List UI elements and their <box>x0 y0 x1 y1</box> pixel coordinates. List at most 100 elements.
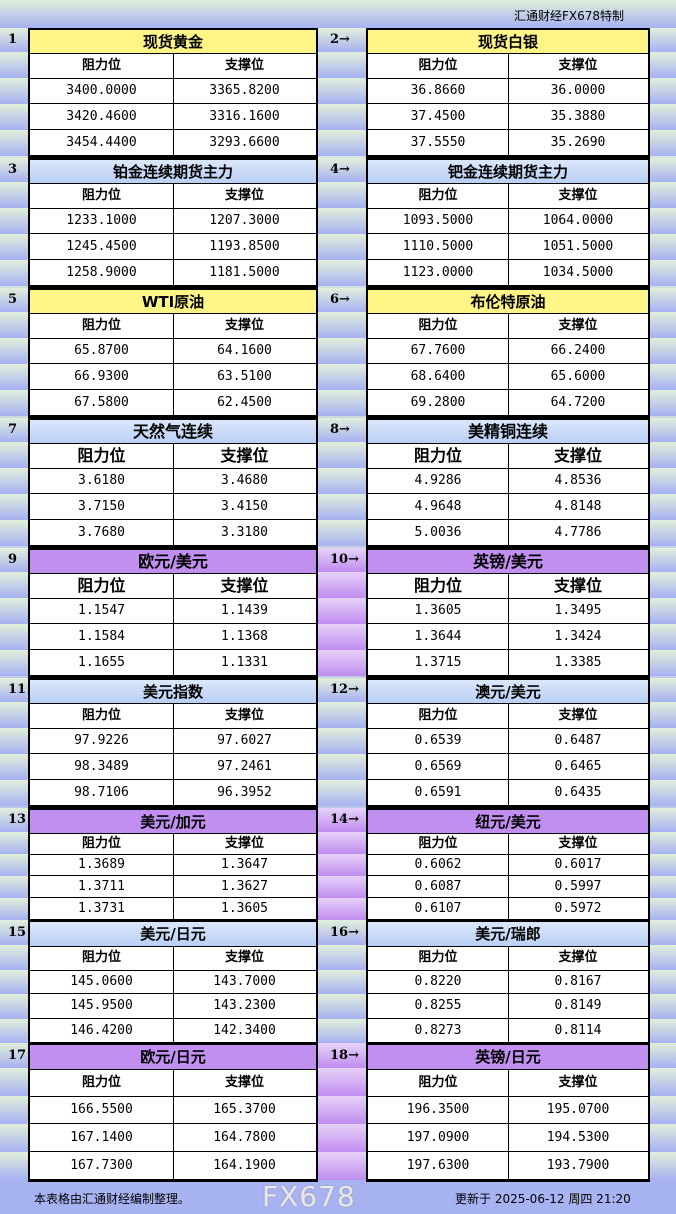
support-value: 3.4150 <box>173 494 316 520</box>
gutter-middle-cell <box>316 130 368 156</box>
gutter-right-cell <box>648 572 676 598</box>
gutter-right-cell <box>648 994 676 1019</box>
resistance-value: 97.9226 <box>30 728 173 754</box>
gutter-right-cell <box>648 1152 676 1180</box>
resistance-value: 1258.9000 <box>30 260 173 286</box>
support-value: 64.7200 <box>508 390 648 416</box>
gutter-right-cell <box>648 288 676 312</box>
support-header: 支撑位 <box>508 573 648 599</box>
resistance-value: 1245.4500 <box>30 234 173 260</box>
resistance-value: 5.0036 <box>368 520 508 546</box>
resistance-value: 3.7680 <box>30 520 173 546</box>
support-value: 1.3495 <box>508 598 648 624</box>
resistance-header: 阻力位 <box>368 573 508 599</box>
resistance-header: 阻力位 <box>30 183 173 209</box>
resistance-header: 阻力位 <box>30 313 173 339</box>
resistance-value: 1093.5000 <box>368 208 508 234</box>
resistance-value: 0.6107 <box>368 898 508 920</box>
support-value: 1.3424 <box>508 624 648 650</box>
resistance-value: 37.4500 <box>368 104 508 130</box>
support-value: 1051.5000 <box>508 234 648 260</box>
support-value: 36.0000 <box>508 78 648 104</box>
resistance-value: 1.1584 <box>30 624 173 650</box>
gutter-right-cell <box>648 418 676 442</box>
column-divider <box>173 573 174 676</box>
section-number: 16→ <box>330 924 359 940</box>
gutter-middle-cell <box>316 182 368 208</box>
support-header: 支撑位 <box>508 53 648 79</box>
support-value: 0.5972 <box>508 898 648 920</box>
section-number: 7 <box>8 422 18 437</box>
resistance-value: 1110.5000 <box>368 234 508 260</box>
gutter-middle-cell <box>316 728 368 754</box>
column-divider <box>173 53 174 156</box>
support-value: 142.3400 <box>173 1019 316 1043</box>
gutter-middle-cell <box>316 104 368 130</box>
support-value: 164.7800 <box>173 1124 316 1152</box>
resistance-value: 98.7106 <box>30 780 173 806</box>
support-value: 97.2461 <box>173 754 316 780</box>
resistance-value: 167.1400 <box>30 1124 173 1152</box>
gutter-left-cell <box>0 1018 30 1043</box>
resistance-value: 145.0600 <box>30 970 173 994</box>
gutter-right-cell <box>648 78 676 104</box>
gutter-middle-cell <box>316 678 368 702</box>
gutter-left-cell <box>0 78 30 104</box>
gutter-middle-cell <box>316 494 368 520</box>
resistance-value: 0.6087 <box>368 876 508 898</box>
gutter-middle-cell <box>316 208 368 234</box>
resistance-header: 阻力位 <box>30 443 173 469</box>
gutter-middle-cell <box>316 624 368 650</box>
support-value: 143.7000 <box>173 970 316 994</box>
gutter-left-cell <box>0 418 30 442</box>
resistance-header: 阻力位 <box>30 833 173 855</box>
resistance-value: 4.9648 <box>368 494 508 520</box>
instrument-table: 现货黄金 阻力位 支撑位 3400.0000 3365.8200 3420.4600 331… <box>28 28 318 158</box>
section-number: 11 <box>8 682 27 697</box>
section-number: 18→ <box>330 1047 359 1063</box>
section-number: 13 <box>8 812 27 827</box>
gutter-middle-cell <box>316 52 368 78</box>
resistance-value: 145.9500 <box>30 994 173 1019</box>
gutter-left-cell <box>0 572 30 598</box>
support-value: 1.3647 <box>173 854 316 876</box>
resistance-value: 1.3689 <box>30 854 173 876</box>
gutter-middle-cell <box>316 650 368 676</box>
instrument-table: 美元/加元 阻力位 支撑位 1.3689 1.3647 1.3711 1.3627 1.373… <box>28 808 318 922</box>
gutter-left-cell <box>0 969 30 994</box>
resistance-value: 166.5500 <box>30 1096 173 1124</box>
gutter-right-cell <box>648 1096 676 1124</box>
support-header: 支撑位 <box>173 443 316 469</box>
support-value: 4.8536 <box>508 468 648 494</box>
instrument-table: WTI原油 阻力位 支撑位 65.8700 64.1600 66.9300 63.5100 6… <box>28 288 318 418</box>
instrument-table: 天然气连续 阻力位 支撑位 3.6180 3.4680 3.7150 3.4150 3.768… <box>28 418 318 548</box>
gutter-left-cell <box>0 182 30 208</box>
gutter-middle-cell <box>316 364 368 390</box>
section-number: 1 <box>8 32 18 47</box>
gutter-left-cell <box>0 754 30 780</box>
gutter-right-cell <box>648 1043 676 1068</box>
resistance-value: 1.3731 <box>30 898 173 920</box>
column-divider <box>508 703 509 806</box>
gutter-left-cell <box>0 728 30 754</box>
gutter-right-cell <box>648 702 676 728</box>
gutter-left-cell <box>0 104 30 130</box>
gutter-right-cell <box>648 854 676 876</box>
resistance-header: 阻力位 <box>30 703 173 729</box>
gutter-right-cell <box>648 1018 676 1043</box>
resistance-header: 阻力位 <box>30 1069 173 1097</box>
instrument-table: 钯金连续期货主力 阻力位 支撑位 1093.5000 1064.0000 1110.500… <box>366 158 650 288</box>
resistance-header: 阻力位 <box>368 183 508 209</box>
section-number: 17 <box>8 1047 27 1063</box>
gutter-middle-cell <box>316 598 368 624</box>
support-value: 0.6017 <box>508 854 648 876</box>
instrument-table: 美元指数 阻力位 支撑位 97.9226 97.6027 98.3489 97.2461 98… <box>28 678 318 808</box>
gutter-right-cell <box>648 548 676 572</box>
footer-note: 本表格由汇通财经编制整理。 <box>34 1192 191 1206</box>
resistance-value: 67.7600 <box>368 338 508 364</box>
gutter-left-cell <box>0 260 30 286</box>
resistance-header: 阻力位 <box>368 1069 508 1097</box>
gutter-right-cell <box>648 678 676 702</box>
resistance-value: 3400.0000 <box>30 78 173 104</box>
resistance-value: 197.0900 <box>368 1124 508 1152</box>
